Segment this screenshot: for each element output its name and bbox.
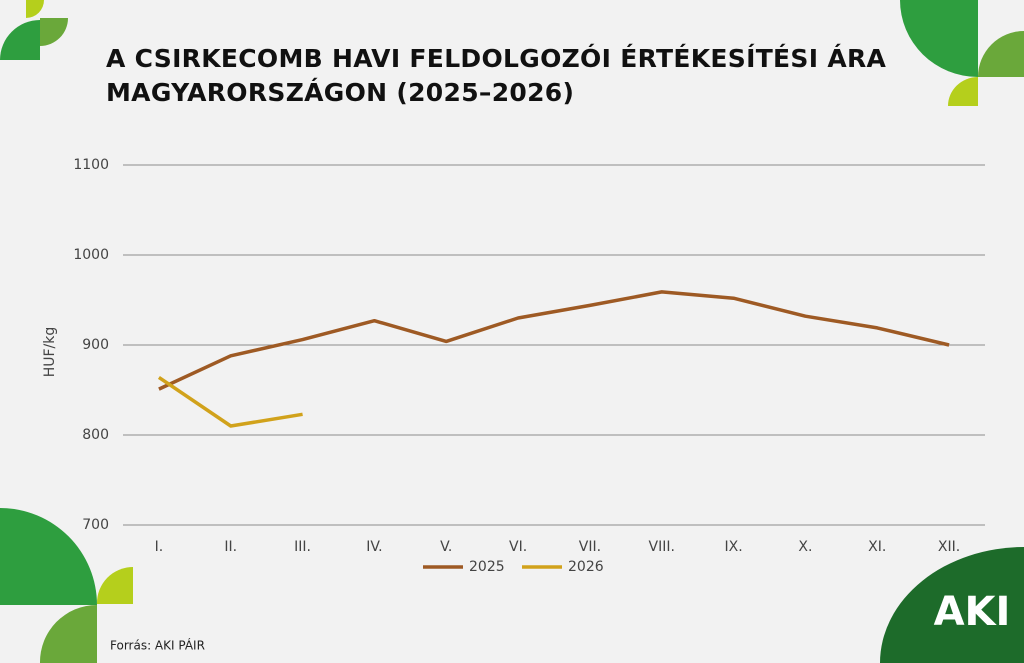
y-tick-label: 900 bbox=[82, 337, 109, 353]
legend-label: 2026 bbox=[568, 559, 604, 575]
x-tick-label: I. bbox=[155, 539, 164, 555]
y-tick-label: 1100 bbox=[73, 157, 109, 173]
y-tick-label: 700 bbox=[82, 517, 109, 533]
x-tick-label: III. bbox=[294, 539, 311, 555]
logo: AKI bbox=[934, 589, 1011, 635]
x-tick-label: IX. bbox=[724, 539, 742, 555]
x-tick-label: XII. bbox=[938, 539, 960, 555]
x-tick-label: VIII. bbox=[649, 539, 675, 555]
y-axis-label: HUF/kg bbox=[42, 327, 58, 378]
y-tick-label: 1000 bbox=[73, 247, 109, 263]
line bbox=[157, 375, 303, 428]
x-tick-label: VII. bbox=[579, 539, 601, 555]
line bbox=[158, 290, 950, 391]
x-tick-label: X. bbox=[798, 539, 812, 555]
chart-title: A CSIRKECOMB HAVI FELDOLGOZÓI ÉRTÉKESÍTÉ… bbox=[106, 44, 887, 107]
x-tick-label: IV. bbox=[366, 539, 382, 555]
y-tick-label: 800 bbox=[82, 427, 109, 443]
legend-label: 2025 bbox=[469, 559, 505, 575]
x-tick-label: II. bbox=[224, 539, 237, 555]
x-tick-label: VI. bbox=[509, 539, 527, 555]
source: Forrás: AKI PÁIR bbox=[110, 638, 205, 653]
x-tick-label: XI. bbox=[868, 539, 886, 555]
x-tick-label: V. bbox=[440, 539, 452, 555]
